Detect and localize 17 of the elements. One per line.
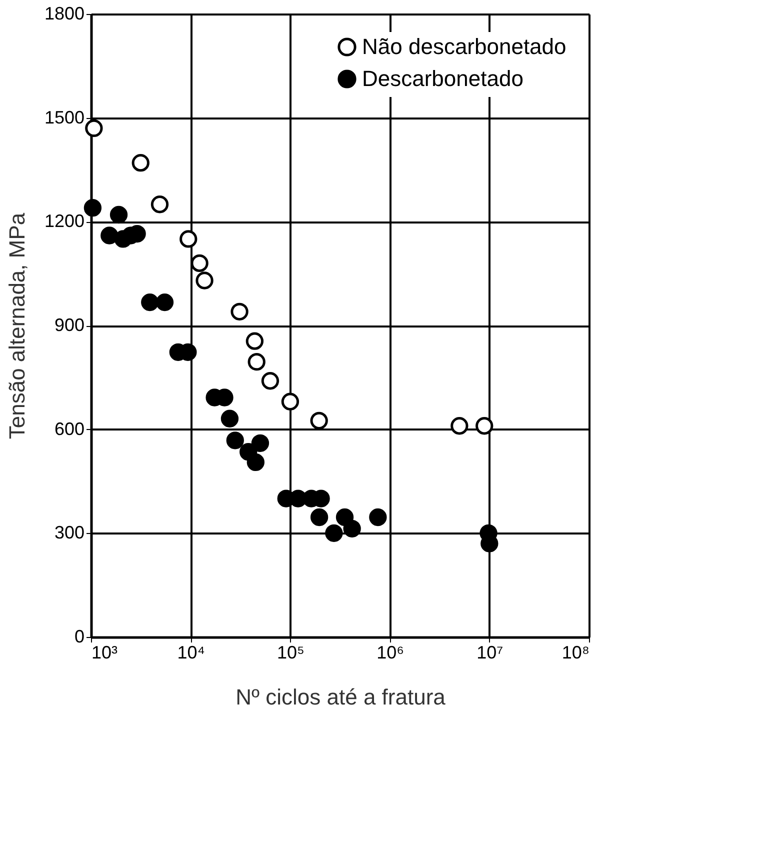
legend-label: Descarbonetado	[362, 66, 524, 91]
y-tick-label: 600	[54, 418, 84, 439]
x-tick-label: 10⁸	[562, 642, 590, 662]
legend-label: Não descarbonetado	[362, 34, 566, 59]
x-axis-title: Nº ciclos até a fratura	[236, 684, 446, 710]
y-tick-label: 0	[74, 626, 84, 646]
x-tick-label: 10³	[92, 642, 118, 662]
y-tick-label: 1800	[44, 4, 84, 24]
y-tick-label: 1200	[44, 211, 84, 232]
y-tick-label: 1500	[44, 107, 84, 128]
x-tick-label: 10⁷	[476, 642, 504, 662]
y-axis-title: Tensão alternada, MPa	[4, 212, 30, 440]
y-tick-label: 900	[54, 315, 84, 335]
y-tick-label: 300	[54, 522, 84, 543]
x-tick-label: 10⁵	[276, 642, 304, 662]
x-tick-label: 10⁶	[376, 642, 404, 662]
x-tick-label: 10⁴	[177, 642, 205, 662]
